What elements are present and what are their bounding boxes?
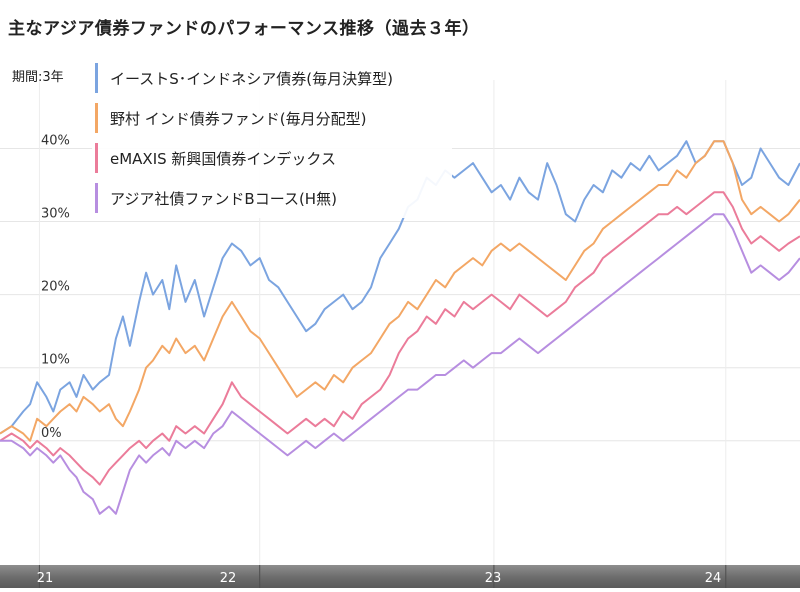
period-label: 期間:3年 [12,70,64,85]
x-tick-label: 24 [705,571,722,586]
y-tick-label: 0% [41,426,62,441]
x-tick-label: 22 [220,571,237,586]
series-lines [0,140,800,515]
legend-swatch-series2 [95,103,98,133]
legend-swatch-series4 [95,183,98,213]
x-axis-ticks: 21 22 23 24 [37,565,727,588]
y-axis-ticks: 0% 10% 20% 30% 40% [41,133,70,440]
legend-item-series4[interactable]: アジア社債ファンドBコース(H無) [92,178,452,218]
legend-swatch-series1 [95,63,98,93]
x-axis-bar: 21 22 23 24 [0,565,800,588]
legend-item-series2[interactable]: 野村 インド債券ファンド(毎月分配型) [92,98,452,138]
series-line-1 [0,140,800,435]
y-tick-label: 30% [41,207,70,222]
series-line-3 [0,191,800,486]
series-line-4 [0,213,800,515]
legend-label-series1: イーストS･インドネシア債券(毎月決算型) [110,69,393,88]
x-tick-label: 21 [37,571,54,586]
y-tick-label: 40% [41,133,70,148]
y-tick-label: 20% [41,280,70,295]
legend-swatch-series3 [95,143,98,173]
x-tick-label: 23 [485,571,502,586]
legend-item-series1[interactable]: イーストS･インドネシア債券(毎月決算型) [92,58,452,98]
legend-label-series3: eMAXIS 新興国債券インデックス [110,149,336,168]
legend-label-series2: 野村 インド債券ファンド(毎月分配型) [110,109,367,128]
series-line-2 [0,140,800,442]
legend: イーストS･インドネシア債券(毎月決算型) 野村 インド債券ファンド(毎月分配型… [92,58,452,218]
y-tick-label: 10% [41,353,70,368]
legend-item-series3[interactable]: eMAXIS 新興国債券インデックス [92,138,452,178]
chart-title: 主なアジア債券ファンドのパフォーマンス推移（過去３年） [8,19,480,39]
legend-label-series4: アジア社債ファンドBコース(H無) [110,189,337,208]
